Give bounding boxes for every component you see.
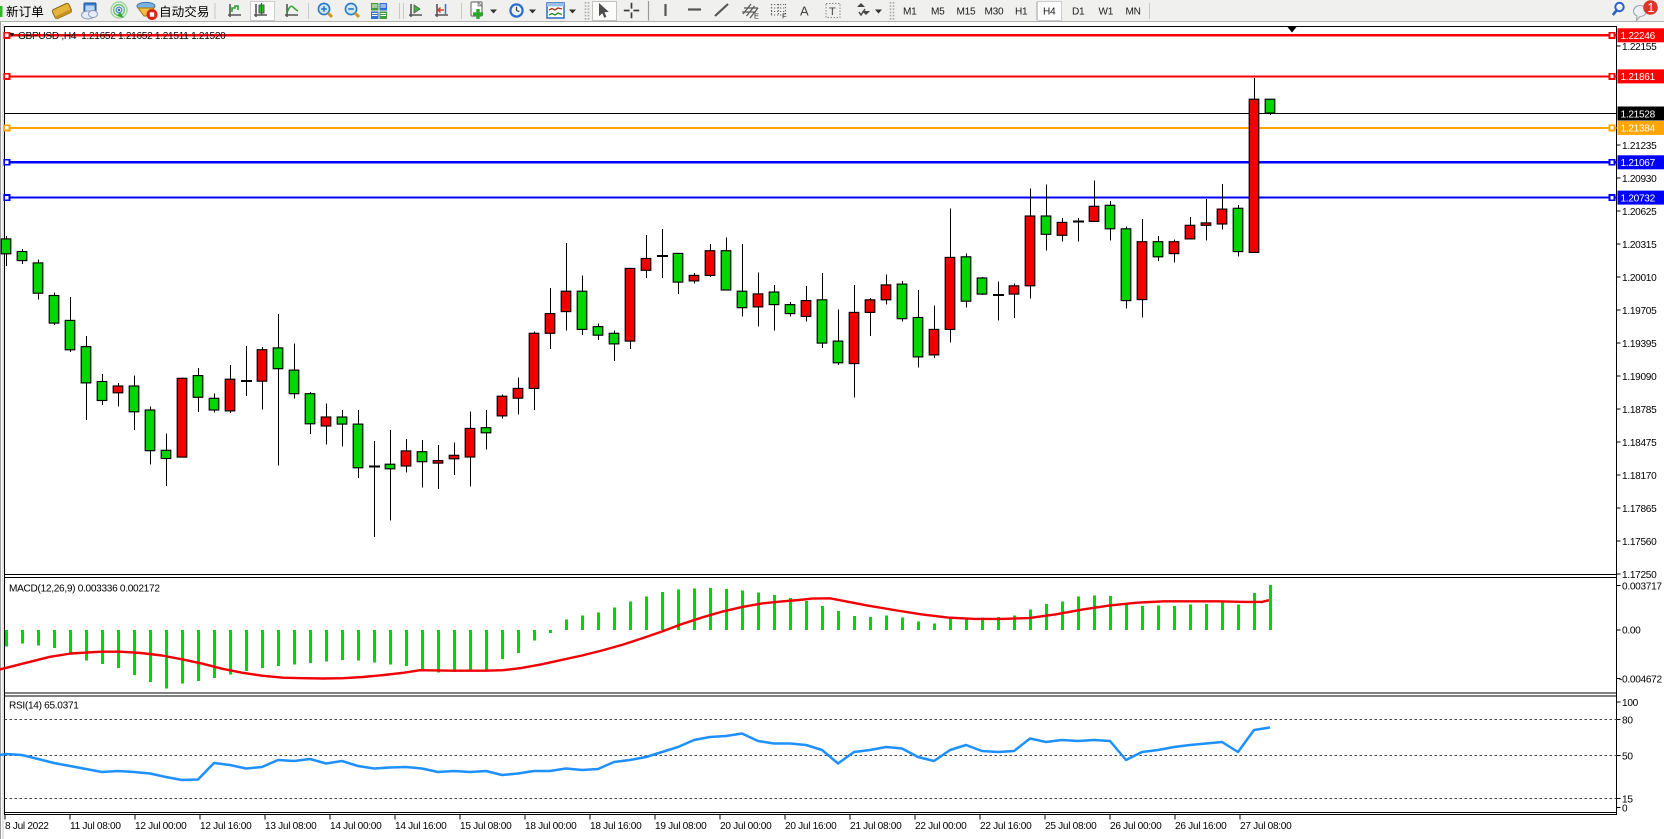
svg-text:GBPUSD ,H4 1.21652 1.21652 1.: GBPUSD ,H4 1.21652 1.21652 1.21511 1.215… <box>18 31 226 42</box>
svg-text:1.18170: 1.18170 <box>1622 471 1657 482</box>
svg-text:50: 50 <box>1622 751 1633 762</box>
svg-text:12 Jul 16:00: 12 Jul 16:00 <box>200 821 252 832</box>
svg-text:100: 100 <box>1622 698 1639 709</box>
svg-text:W1: W1 <box>1099 7 1114 18</box>
svg-text:1.21384: 1.21384 <box>1621 124 1656 135</box>
svg-text:1.18785: 1.18785 <box>1622 405 1657 416</box>
svg-text:M30: M30 <box>985 7 1005 18</box>
svg-text:18 Jul 00:00: 18 Jul 00:00 <box>525 821 577 832</box>
svg-text:D1: D1 <box>1072 7 1085 18</box>
svg-text:1: 1 <box>1648 1 1655 15</box>
svg-text:F: F <box>782 12 787 21</box>
svg-text:H4: H4 <box>1043 7 1056 18</box>
svg-text:20 Jul 00:00: 20 Jul 00:00 <box>720 821 772 832</box>
svg-text:0.003717: 0.003717 <box>1622 581 1662 592</box>
svg-text:H1: H1 <box>1015 7 1028 18</box>
svg-text:1.20930: 1.20930 <box>1622 174 1657 185</box>
svg-text:1.20010: 1.20010 <box>1622 273 1657 284</box>
svg-text:13 Jul 08:00: 13 Jul 08:00 <box>265 821 317 832</box>
svg-text:E: E <box>754 12 759 21</box>
svg-text:25 Jul 08:00: 25 Jul 08:00 <box>1045 821 1097 832</box>
svg-text:11 Jul 08:00: 11 Jul 08:00 <box>70 821 121 832</box>
svg-text:MN: MN <box>1126 7 1141 18</box>
svg-text:1.21861: 1.21861 <box>1621 72 1656 83</box>
svg-text:M5: M5 <box>931 7 945 18</box>
svg-text:1.19090: 1.19090 <box>1622 372 1657 383</box>
svg-text:1.19395: 1.19395 <box>1622 339 1657 350</box>
svg-text:19 Jul 08:00: 19 Jul 08:00 <box>655 821 707 832</box>
svg-text:8 Jul 2022: 8 Jul 2022 <box>5 821 49 832</box>
svg-text:20 Jul 16:00: 20 Jul 16:00 <box>785 821 837 832</box>
svg-text:1.17865: 1.17865 <box>1622 504 1657 515</box>
svg-text:1.20732: 1.20732 <box>1621 193 1656 204</box>
svg-text:1.21067: 1.21067 <box>1621 158 1656 169</box>
svg-text:1.20625: 1.20625 <box>1622 207 1657 218</box>
svg-text:-0.004672: -0.004672 <box>1619 674 1662 685</box>
svg-text:M1: M1 <box>903 7 917 18</box>
svg-text:12 Jul 00:00: 12 Jul 00:00 <box>135 821 187 832</box>
svg-text:1.22246: 1.22246 <box>1621 31 1656 42</box>
svg-text:1.21528: 1.21528 <box>1621 109 1656 120</box>
svg-text:80: 80 <box>1622 715 1633 726</box>
svg-text:21 Jul 08:00: 21 Jul 08:00 <box>850 821 902 832</box>
svg-text:22 Jul 00:00: 22 Jul 00:00 <box>915 821 967 832</box>
svg-text:1.22155: 1.22155 <box>1622 42 1657 53</box>
svg-text:RSI(14) 65.0371: RSI(14) 65.0371 <box>9 701 79 712</box>
svg-text:27 Jul 08:00: 27 Jul 08:00 <box>1240 821 1292 832</box>
svg-text:15: 15 <box>1622 794 1633 805</box>
svg-text:0.00: 0.00 <box>1622 626 1641 637</box>
svg-text:1.21235: 1.21235 <box>1622 141 1657 152</box>
svg-text:1.18475: 1.18475 <box>1622 438 1657 449</box>
svg-text:14 Jul 16:00: 14 Jul 16:00 <box>395 821 447 832</box>
svg-text:A: A <box>800 4 809 19</box>
svg-text:26 Jul 16:00: 26 Jul 16:00 <box>1175 821 1227 832</box>
svg-text:22 Jul 16:00: 22 Jul 16:00 <box>980 821 1032 832</box>
svg-text:14 Jul 00:00: 14 Jul 00:00 <box>330 821 382 832</box>
svg-text:1.19705: 1.19705 <box>1622 306 1657 317</box>
svg-text:M15: M15 <box>957 7 977 18</box>
svg-text:MACD(12,26,9) 0.003336 0.00217: MACD(12,26,9) 0.003336 0.002172 <box>9 584 160 595</box>
svg-text:18 Jul 16:00: 18 Jul 16:00 <box>590 821 642 832</box>
svg-text:26 Jul 00:00: 26 Jul 00:00 <box>1110 821 1162 832</box>
svg-text:1.20315: 1.20315 <box>1622 240 1657 251</box>
svg-text:15 Jul 08:00: 15 Jul 08:00 <box>460 821 512 832</box>
svg-text:T: T <box>829 6 836 18</box>
svg-text:1.17560: 1.17560 <box>1622 537 1657 548</box>
svg-text:0: 0 <box>1622 803 1628 814</box>
svg-text:1.17250: 1.17250 <box>1622 570 1657 581</box>
